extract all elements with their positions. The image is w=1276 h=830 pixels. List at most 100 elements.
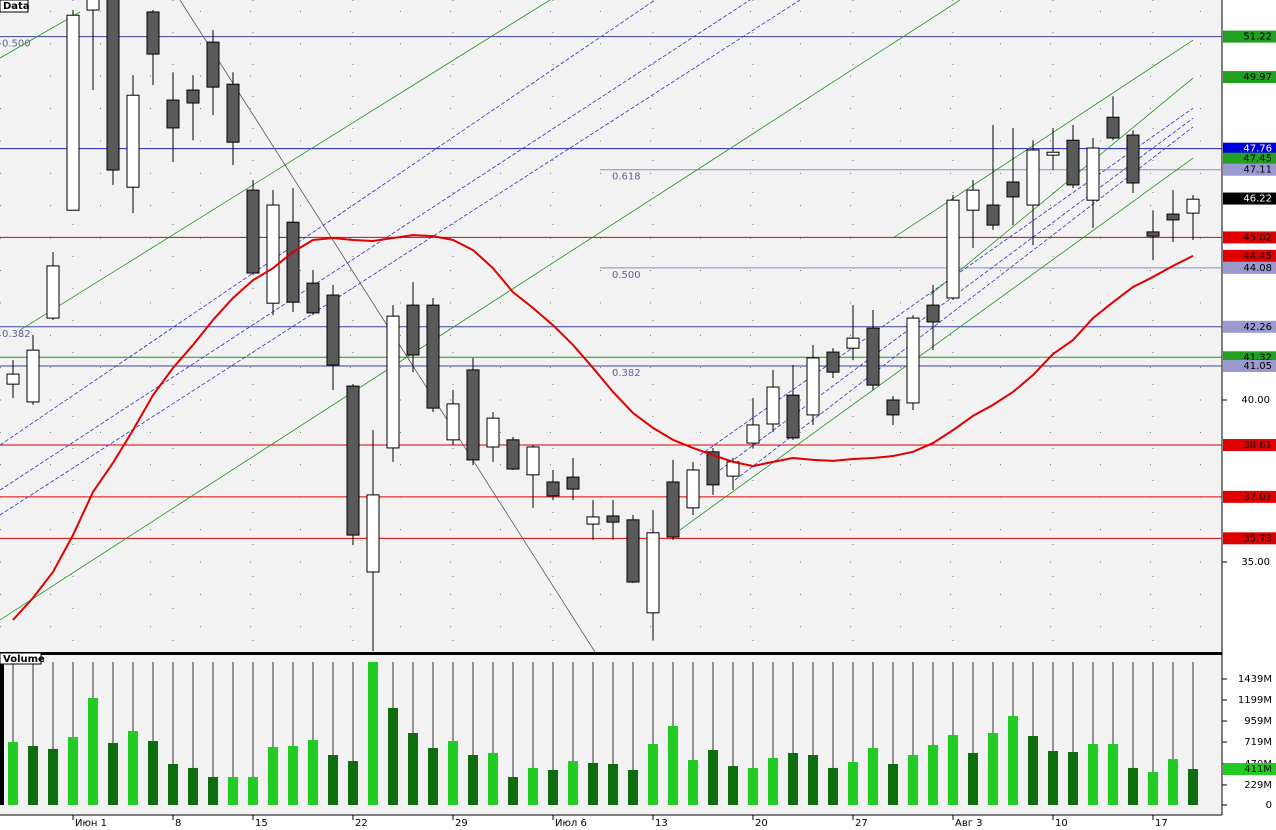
- candle-body: [6, 373, 20, 385]
- y-tick-label: 0: [1266, 800, 1272, 811]
- candle-body: [766, 386, 780, 425]
- candle-body: [326, 294, 340, 366]
- level-box: [1223, 231, 1276, 244]
- candle-body: [506, 439, 520, 470]
- volume-bar: [1068, 752, 1078, 805]
- volume-bar: [548, 769, 558, 805]
- candle-body: [206, 41, 220, 88]
- volume-bar: [28, 745, 38, 805]
- volume-bar: [1188, 769, 1198, 805]
- level-label: 46.22: [1243, 194, 1272, 205]
- level-label: 47.76: [1243, 144, 1272, 155]
- volume-bar: [768, 757, 778, 805]
- trend-line: [0, 0, 961, 621]
- volume-bar: [428, 747, 438, 805]
- level-box: [1223, 30, 1276, 43]
- candle-body: [966, 189, 980, 211]
- x-tick-label: 13: [655, 818, 668, 829]
- level-label: 42.26: [1243, 322, 1272, 333]
- volume-bar: [48, 748, 58, 805]
- candle-body: [1026, 149, 1040, 206]
- volume-bar: [268, 747, 278, 805]
- level-box: [1223, 360, 1276, 373]
- candle-body: [266, 204, 280, 304]
- level-box: [1223, 320, 1276, 333]
- candle-body: [566, 476, 580, 490]
- candle-body: [446, 403, 460, 441]
- panel-label-box: [0, 0, 29, 13]
- candle-body: [226, 83, 240, 143]
- candle-body: [686, 469, 700, 509]
- candle-body: [526, 446, 540, 476]
- x-tick-label: 20: [755, 818, 768, 829]
- candle-body: [1146, 231, 1160, 237]
- candle-body: [286, 221, 300, 303]
- candle-body: [1086, 147, 1100, 201]
- x-tick-label: Июл 6: [555, 818, 587, 829]
- volume-bar: [1088, 743, 1098, 805]
- candle-body: [26, 349, 40, 403]
- volume-bar: [128, 731, 138, 805]
- trend-line: [0, 0, 751, 491]
- volume-bar: [1148, 771, 1158, 805]
- candle-body: [166, 99, 180, 129]
- volume-plot: [8, 662, 1198, 805]
- candle-body: [386, 315, 400, 449]
- level-label: 45.02: [1243, 232, 1272, 243]
- level-label: 35.73: [1243, 533, 1272, 544]
- candle-body: [66, 14, 80, 211]
- volume-bar: [1048, 750, 1058, 805]
- y-tick-label: 959M: [1244, 716, 1272, 727]
- volume-bar: [368, 662, 378, 805]
- volume-bar: [8, 741, 18, 805]
- panel-label: Volume: [3, 654, 45, 665]
- x-tick-label: Авг 3: [955, 818, 983, 829]
- candle-body: [306, 282, 320, 314]
- volume-bar: [1108, 743, 1118, 805]
- candle-body: [706, 451, 720, 486]
- price-plot: 0.500 0.618 0.500 0.382 0.382: [0, 0, 1222, 652]
- volume-bar: [608, 764, 618, 805]
- candle-body: [186, 89, 200, 104]
- volume-bar: [348, 761, 358, 805]
- volume-bar: [908, 755, 918, 805]
- level-box: [1223, 142, 1276, 155]
- candle-body: [746, 424, 760, 444]
- trend-line: [892, 39, 1194, 239]
- volume-bar: [248, 776, 258, 805]
- y-tick-label: 1199M: [1238, 695, 1272, 706]
- panel-separator: [0, 652, 1222, 655]
- candle-body: [246, 189, 260, 274]
- volume-bar: [808, 755, 818, 805]
- candle-body: [786, 394, 800, 439]
- volume-bar: [208, 776, 218, 805]
- volume-bar: [1008, 716, 1018, 805]
- candle-body: [406, 304, 420, 356]
- candle-body: [666, 481, 680, 538]
- candle-body: [1006, 181, 1020, 198]
- level-box: [1223, 152, 1276, 165]
- fib-label: 0.500: [612, 270, 641, 281]
- y-tick-label: 1439M: [1238, 674, 1272, 685]
- volume-bar: [408, 733, 418, 805]
- trend-line: [679, 157, 1194, 531]
- candle-body: [1166, 213, 1180, 221]
- candle-body: [726, 461, 740, 477]
- volume-bar: [948, 735, 958, 805]
- volume-bar: [588, 762, 598, 805]
- candle-body: [366, 494, 380, 573]
- volume-bar: [788, 752, 798, 805]
- level-box: [1223, 490, 1276, 503]
- volume-bar: [568, 761, 578, 805]
- candle-body: [646, 532, 660, 614]
- volume-bar: [1168, 759, 1178, 805]
- candle-body: [86, 0, 100, 11]
- volume-bar: [628, 769, 638, 805]
- candle-body: [866, 327, 880, 386]
- volume-bar: [828, 767, 838, 805]
- level-box: [1223, 532, 1276, 545]
- level-box: [1223, 249, 1276, 262]
- candle-body: [606, 515, 620, 523]
- candle-body: [1126, 134, 1140, 184]
